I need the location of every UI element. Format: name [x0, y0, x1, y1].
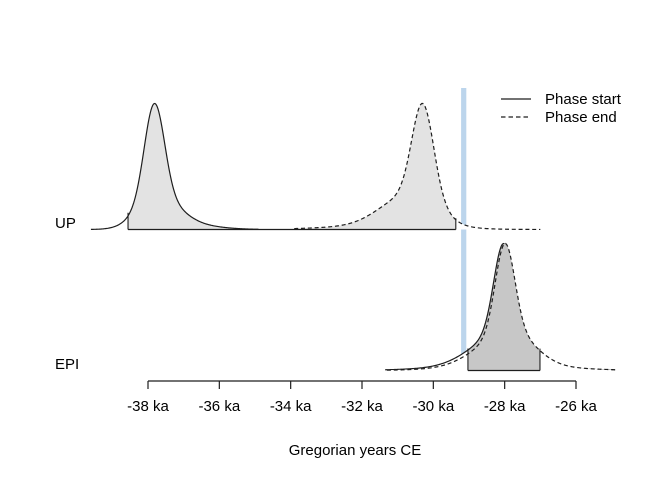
x-axis-tick-label: -32 ka	[341, 398, 383, 415]
row-label-up: UP	[55, 215, 76, 232]
legend-label-dashed: Phase end	[545, 109, 617, 126]
x-axis-tick-label: -30 ka	[412, 398, 454, 415]
x-axis-tick-label: -28 ka	[484, 398, 526, 415]
x-axis-tick-label: -38 ka	[127, 398, 169, 415]
x-axis-tick-label: -34 ka	[270, 398, 312, 415]
legend-label-solid: Phase start	[545, 91, 622, 108]
epi-phase-end-hpd-fill	[467, 243, 540, 371]
up-phase-start-hpd-fill	[128, 103, 259, 230]
row-label-epi: EPI	[55, 356, 79, 373]
x-axis-tick-label: -26 ka	[555, 398, 597, 415]
up-phase-start-curve	[90, 102, 259, 230]
x-axis-tick-label: -36 ka	[198, 398, 240, 415]
x-axis-title: Gregorian years CE	[289, 442, 422, 459]
epi-phase-end-curve	[386, 242, 616, 371]
up-phase-end-curve	[294, 102, 541, 231]
up-phase-end-hpd-fill	[294, 103, 456, 230]
